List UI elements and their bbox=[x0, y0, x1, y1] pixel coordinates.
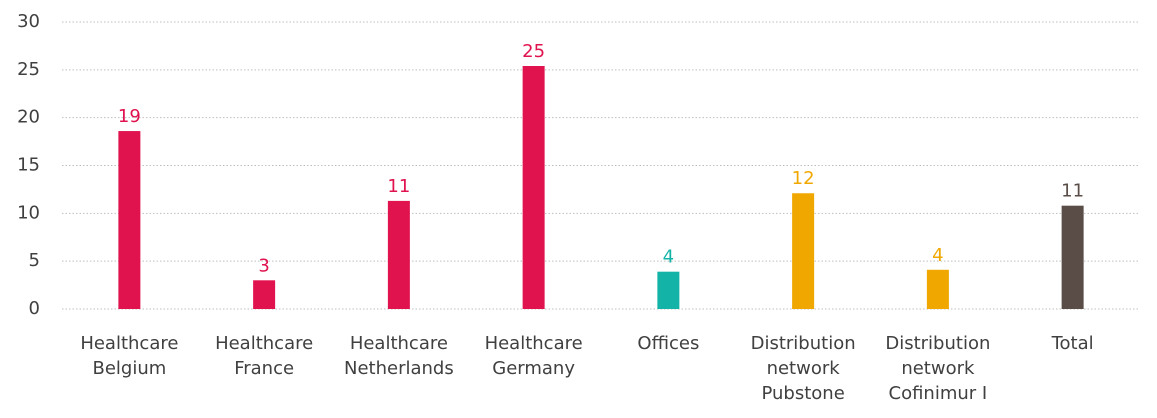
x-tick-label-line: Healthcare bbox=[215, 333, 313, 354]
x-tick-label: Distribution network Cofinimur I bbox=[885, 333, 990, 404]
x-tick-label-line: Distribution bbox=[751, 333, 856, 354]
x-tick-label: Healthcare Belgium bbox=[80, 333, 178, 379]
x-tick-label-line: Distribution bbox=[885, 333, 990, 354]
y-tick-label: 0 bbox=[29, 298, 40, 319]
x-tick-label-line: Pubstone bbox=[761, 383, 844, 404]
x-tick-label: Healthcare France bbox=[215, 333, 313, 379]
y-tick-label: 30 bbox=[17, 11, 40, 32]
x-tick-label-line: Germany bbox=[492, 358, 575, 379]
x-tick-label: Healthcare Germany bbox=[485, 333, 583, 379]
x-tick-label-line: Total bbox=[1051, 333, 1094, 354]
value-label: 4 bbox=[663, 247, 674, 268]
bar bbox=[1061, 205, 1084, 309]
value-label: 11 bbox=[387, 176, 410, 197]
x-tick-label-line: Cofinimur I bbox=[889, 383, 988, 404]
bar bbox=[387, 200, 410, 309]
x-tick-label-line: Netherlands bbox=[344, 358, 454, 379]
x-tick-label-line: network bbox=[901, 358, 975, 379]
x-tick-label: Distribution network Pubstone bbox=[751, 333, 856, 404]
x-tick-label-line: Healthcare bbox=[80, 333, 178, 354]
value-label: 25 bbox=[522, 41, 545, 62]
y-tick-label: 5 bbox=[29, 250, 40, 271]
bar bbox=[657, 271, 680, 309]
x-tick-label-line: Healthcare bbox=[350, 333, 448, 354]
x-tick-label-line: Healthcare bbox=[485, 333, 583, 354]
x-tick-label: Offices bbox=[637, 333, 699, 354]
x-tick-label-line: network bbox=[767, 358, 841, 379]
x-tick-label: Healthcare Netherlands bbox=[344, 333, 454, 379]
x-tick-label-line: Belgium bbox=[92, 358, 166, 379]
y-tick-label: 15 bbox=[17, 155, 40, 176]
bar bbox=[522, 66, 545, 309]
value-label: 11 bbox=[1061, 181, 1084, 202]
value-label: 19 bbox=[118, 106, 141, 127]
value-label: 3 bbox=[258, 255, 269, 276]
y-tick-label: 25 bbox=[17, 59, 40, 80]
y-tick-label: 10 bbox=[17, 202, 40, 223]
y-tick-label: 20 bbox=[17, 107, 40, 128]
bar bbox=[253, 280, 276, 309]
value-label: 12 bbox=[792, 168, 815, 189]
bar bbox=[792, 193, 815, 309]
bar bbox=[926, 269, 949, 309]
value-label: 4 bbox=[932, 245, 943, 266]
x-tick-label: Total bbox=[1051, 333, 1094, 354]
bar bbox=[118, 131, 141, 309]
x-tick-label-line: Offices bbox=[637, 333, 699, 354]
x-tick-label-line: France bbox=[234, 358, 294, 379]
